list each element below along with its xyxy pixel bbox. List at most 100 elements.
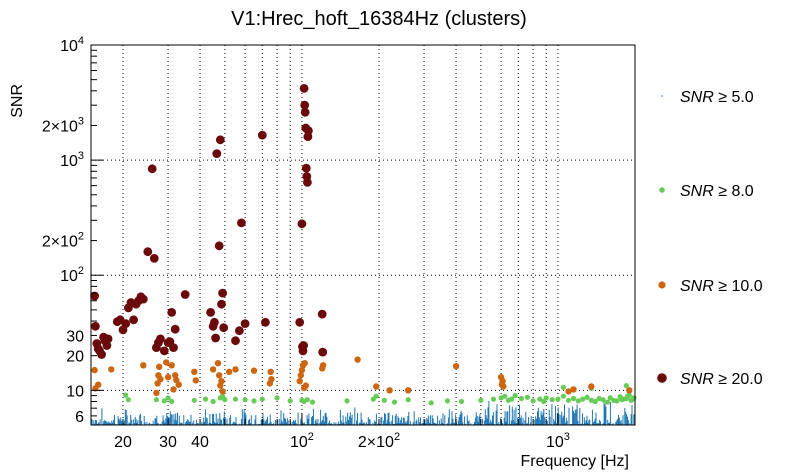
data-point-3 [147, 164, 157, 174]
data-point-3 [301, 163, 311, 173]
data-point-2 [301, 360, 308, 367]
data-point-3 [295, 317, 305, 327]
data-point-2 [297, 372, 304, 379]
legend-marker [657, 373, 667, 383]
data-point-3 [103, 334, 113, 344]
data-point-2 [588, 383, 595, 390]
data-point-1 [309, 399, 316, 405]
data-point-2 [163, 359, 170, 366]
x-tick-label: 20 [114, 434, 132, 451]
data-point-3 [143, 247, 153, 257]
y-tick-label: 2×103 [42, 115, 84, 135]
data-point-2 [452, 363, 460, 370]
data-point-1 [543, 395, 549, 401]
legend-label: SNR ≥ 8.0 [680, 183, 754, 200]
y-tick-labels: 6 10 20 30 102 2×102 103 2×103 104 [42, 35, 84, 426]
data-point-1 [123, 392, 129, 398]
data-point-3 [97, 350, 106, 359]
data-point-1 [570, 395, 577, 402]
data-point-3 [300, 107, 310, 117]
data-point-2 [232, 366, 239, 373]
legend-label: SNR ≥ 20.0 [680, 371, 763, 388]
data-point-1 [509, 396, 515, 402]
data-point-2 [214, 360, 222, 367]
data-point-2 [108, 366, 115, 373]
data-point-3 [257, 130, 267, 140]
data-point-3 [159, 346, 169, 356]
data-point-3 [91, 321, 100, 331]
data-point-1 [287, 398, 293, 404]
data-point-1 [502, 393, 508, 399]
data-point-2 [405, 387, 412, 394]
data-point-2 [499, 378, 506, 385]
data-point-3 [215, 135, 225, 145]
data-point-1 [555, 396, 561, 402]
data-point-3 [211, 333, 221, 343]
data-point-2 [386, 387, 393, 394]
data-point-1 [549, 397, 555, 403]
data-point-1 [153, 397, 159, 403]
data-point-2 [218, 378, 225, 385]
data-point-1 [478, 397, 484, 403]
data-point-3 [214, 241, 224, 251]
data-point-1 [619, 397, 625, 403]
data-point-2 [219, 388, 226, 395]
data-point-3 [299, 341, 308, 350]
data-point-3 [219, 323, 229, 333]
data-point-2 [216, 372, 223, 379]
data-point-2 [626, 387, 633, 394]
data-point-3 [240, 319, 250, 328]
data-point-1 [565, 397, 572, 403]
data-point-1 [222, 397, 228, 403]
y-tick-label: 20 [66, 349, 84, 366]
data-point-1 [165, 395, 171, 401]
data-point-3 [206, 308, 216, 317]
data-point-1 [274, 395, 280, 401]
x-tick-label: 2×102 [358, 431, 400, 451]
x-tick-label: 103 [546, 431, 570, 451]
legend-marker [659, 187, 665, 193]
data-point-3 [300, 100, 310, 110]
data-point-2 [209, 366, 217, 373]
y-tick-label: 102 [60, 265, 84, 285]
data-point-1 [624, 393, 631, 399]
data-point-3 [121, 319, 131, 328]
data-point-1 [490, 396, 497, 402]
x-axis-label: Frequency [Hz] [521, 453, 629, 470]
data-point-3 [90, 291, 99, 301]
x-tick-labels: 20 30 40 102 2×102 103 [114, 431, 570, 451]
data-point-1 [444, 398, 450, 404]
data-point-1 [518, 395, 525, 402]
axis-ticks [91, 44, 636, 426]
data-point-3 [138, 294, 148, 304]
data-point-1 [391, 399, 398, 405]
legend-marker [661, 95, 663, 97]
data-point-2 [267, 368, 274, 375]
data-point-3 [237, 218, 246, 228]
data-point-3 [299, 84, 309, 93]
data-point-3 [212, 149, 222, 159]
data-point-1 [588, 397, 594, 403]
data-point-1 [537, 396, 543, 402]
data-point-3 [210, 317, 219, 327]
data-point-1 [344, 398, 350, 404]
x-tick-label: 102 [290, 431, 314, 451]
data-point-1 [242, 397, 248, 403]
data-point-2 [226, 368, 233, 375]
data-point-3 [303, 178, 312, 187]
data-point-1 [614, 398, 620, 404]
data-point-2 [565, 388, 572, 395]
data-point-2 [373, 383, 380, 390]
data-point-1 [161, 398, 167, 404]
chart-title: V1:Hrec_hoft_16384Hz (clusters) [231, 8, 527, 30]
data-point-3 [317, 309, 327, 319]
data-point-1 [259, 396, 265, 402]
data-point-2 [168, 362, 175, 369]
data-point-2 [170, 386, 177, 393]
data-point-2 [164, 374, 172, 381]
data-point-1 [524, 394, 531, 400]
legend-label: SNR ≥ 10.0 [680, 278, 763, 295]
data-point-2 [156, 363, 163, 370]
data-point-1 [381, 397, 387, 403]
data-point-1 [530, 398, 536, 404]
